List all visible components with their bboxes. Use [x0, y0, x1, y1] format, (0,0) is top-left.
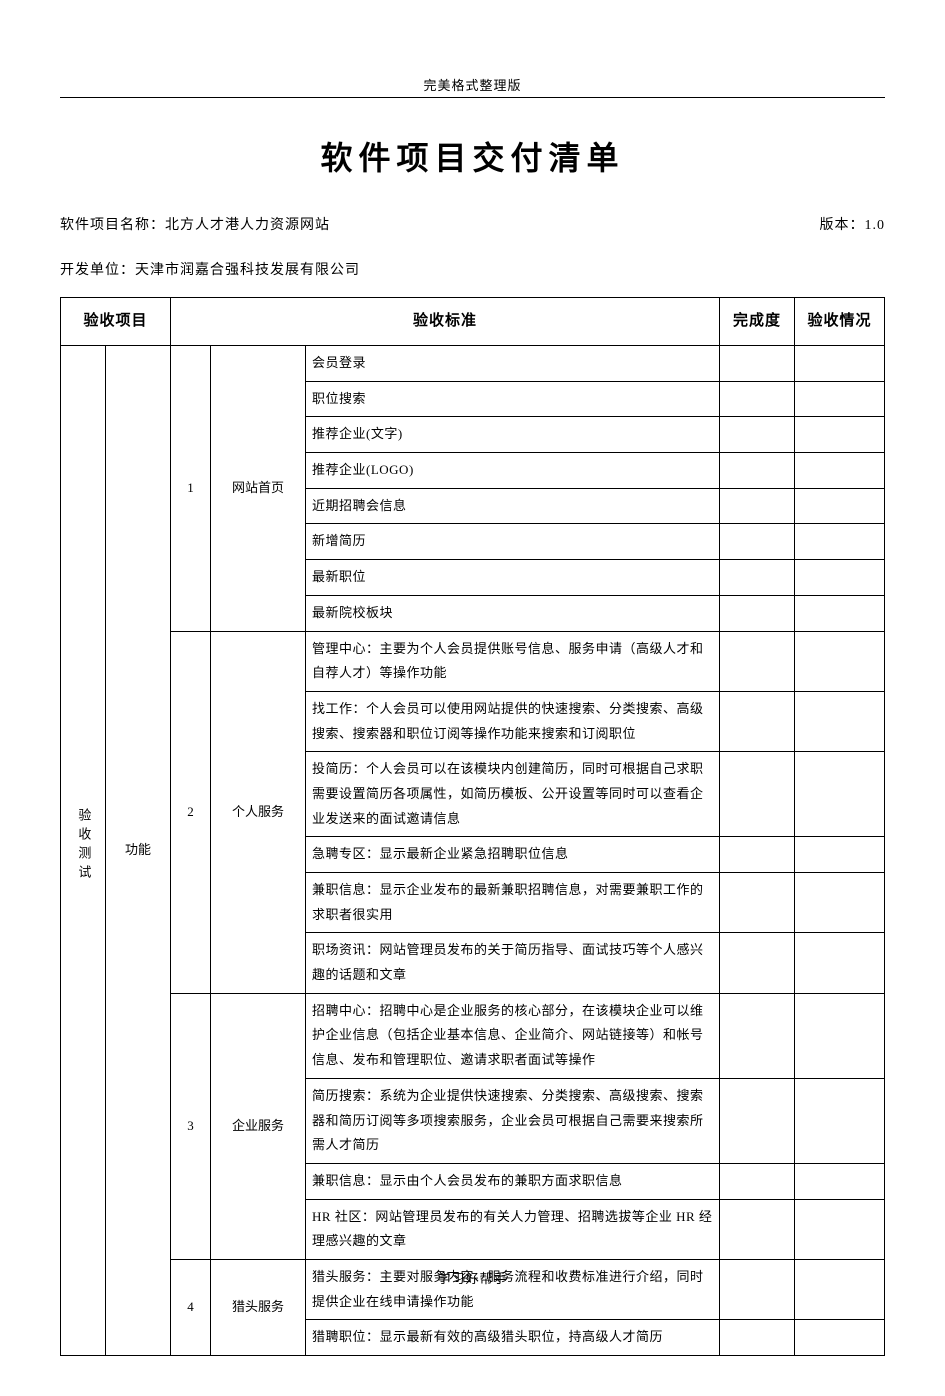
section-name-cell: 个人服务: [211, 631, 306, 993]
status-cell: [795, 631, 885, 691]
item-cell: 急聘专区：显示最新企业紧急招聘职位信息: [306, 837, 720, 873]
project-name: 软件项目名称：北方人才港人力资源网站: [60, 214, 330, 234]
section-num-cell: 3: [171, 993, 211, 1259]
dev-unit-label: 开发单位：: [60, 263, 135, 278]
item-cell: 找工作：个人会员可以使用网站提供的快速搜索、分类搜索、高级搜索、搜索器和职位订阅…: [306, 691, 720, 751]
dev-unit-value: 天津市润嘉合强科技发展有限公司: [135, 263, 360, 278]
status-cell: [795, 488, 885, 524]
project-name-value: 北方人才港人力资源网站: [165, 218, 330, 233]
status-cell: [795, 346, 885, 382]
status-cell: [795, 417, 885, 453]
completion-cell: [720, 453, 795, 489]
status-cell: [795, 453, 885, 489]
status-cell: [795, 524, 885, 560]
completion-cell: [720, 381, 795, 417]
page-header-label: 完美格式整理版: [60, 75, 885, 98]
item-cell: 兼职信息：显示由个人会员发布的兼职方面求职信息: [306, 1163, 720, 1199]
status-cell: [795, 691, 885, 751]
status-cell: [795, 381, 885, 417]
status-cell: [795, 933, 885, 993]
status-cell: [795, 1078, 885, 1163]
item-cell: 近期招聘会信息: [306, 488, 720, 524]
item-cell: 职场资讯：网站管理员发布的关于简历指导、面试技巧等个人感兴趣的话题和文章: [306, 933, 720, 993]
version-label: 版本：: [820, 218, 865, 233]
col-standard: 验收标准: [171, 298, 720, 346]
completion-cell: [720, 873, 795, 933]
completion-cell: [720, 417, 795, 453]
completion-cell: [720, 837, 795, 873]
col-status: 验收情况: [795, 298, 885, 346]
status-cell: [795, 752, 885, 837]
status-cell: [795, 595, 885, 631]
main-category-cell: 验收测试: [61, 346, 106, 1356]
item-cell: 推荐企业(LOGO): [306, 453, 720, 489]
completion-cell: [720, 631, 795, 691]
item-cell: 会员登录: [306, 346, 720, 382]
table-row: 验收测试 功能 1 网站首页 会员登录: [61, 346, 885, 382]
col-project: 验收项目: [61, 298, 171, 346]
item-cell: 猎聘职位：显示最新有效的高级猎头职位，持高级人才简历: [306, 1320, 720, 1356]
meta-row-1: 软件项目名称：北方人才港人力资源网站 版本：1.0: [60, 214, 885, 234]
completion-cell: [720, 752, 795, 837]
item-cell: 兼职信息：显示企业发布的最新兼职招聘信息，对需要兼职工作的求职者很实用: [306, 873, 720, 933]
item-cell: HR 社区：网站管理员发布的有关人力管理、招聘选拔等企业 HR 经理感兴趣的文章: [306, 1199, 720, 1259]
table-row: 3 企业服务 招聘中心：招聘中心是企业服务的核心部分，在该模块企业可以维护企业信…: [61, 993, 885, 1078]
section-name-cell: 企业服务: [211, 993, 306, 1259]
item-cell: 推荐企业(文字): [306, 417, 720, 453]
item-cell: 最新院校板块: [306, 595, 720, 631]
item-cell: 投简历：个人会员可以在该模块内创建简历，同时可根据自己求职需要设置简历各项属性，…: [306, 752, 720, 837]
version-value: 1.0: [865, 218, 886, 233]
completion-cell: [720, 346, 795, 382]
status-cell: [795, 873, 885, 933]
completion-cell: [720, 595, 795, 631]
dev-unit: 开发单位：天津市润嘉合强科技发展有限公司: [60, 259, 885, 279]
item-cell: 招聘中心：招聘中心是企业服务的核心部分，在该模块企业可以维护企业信息（包括企业基…: [306, 993, 720, 1078]
completion-cell: [720, 1199, 795, 1259]
completion-cell: [720, 488, 795, 524]
item-cell: 新增简历: [306, 524, 720, 560]
table-row: 2 个人服务 管理中心：主要为个人会员提供账号信息、服务申请（高级人才和自荐人才…: [61, 631, 885, 691]
col-completion: 完成度: [720, 298, 795, 346]
status-cell: [795, 1163, 885, 1199]
table-header-row: 验收项目 验收标准 完成度 验收情况: [61, 298, 885, 346]
status-cell: [795, 1320, 885, 1356]
completion-cell: [720, 691, 795, 751]
completion-cell: [720, 933, 795, 993]
version: 版本：1.0: [820, 214, 886, 234]
completion-cell: [720, 993, 795, 1078]
item-cell: 职位搜索: [306, 381, 720, 417]
section-name-cell: 网站首页: [211, 346, 306, 632]
section-num-cell: 2: [171, 631, 211, 993]
status-cell: [795, 993, 885, 1078]
completion-cell: [720, 1078, 795, 1163]
completion-cell: [720, 524, 795, 560]
completion-cell: [720, 1320, 795, 1356]
status-cell: [795, 837, 885, 873]
sub-category-cell: 功能: [106, 346, 171, 1356]
status-cell: [795, 1199, 885, 1259]
section-num-cell: 1: [171, 346, 211, 632]
page-footer-label: 学习好帮手: [0, 1268, 945, 1287]
completion-cell: [720, 560, 795, 596]
completion-cell: [720, 1163, 795, 1199]
delivery-checklist-table: 验收项目 验收标准 完成度 验收情况 验收测试 功能 1 网站首页 会员登录 职…: [60, 297, 885, 1356]
item-cell: 管理中心：主要为个人会员提供账号信息、服务申请（高级人才和自荐人才）等操作功能: [306, 631, 720, 691]
project-name-label: 软件项目名称：: [60, 218, 165, 233]
document-title: 软件项目交付清单: [60, 133, 885, 179]
status-cell: [795, 560, 885, 596]
item-cell: 最新职位: [306, 560, 720, 596]
item-cell: 简历搜索：系统为企业提供快速搜索、分类搜索、高级搜索、搜索器和简历订阅等多项搜索…: [306, 1078, 720, 1163]
